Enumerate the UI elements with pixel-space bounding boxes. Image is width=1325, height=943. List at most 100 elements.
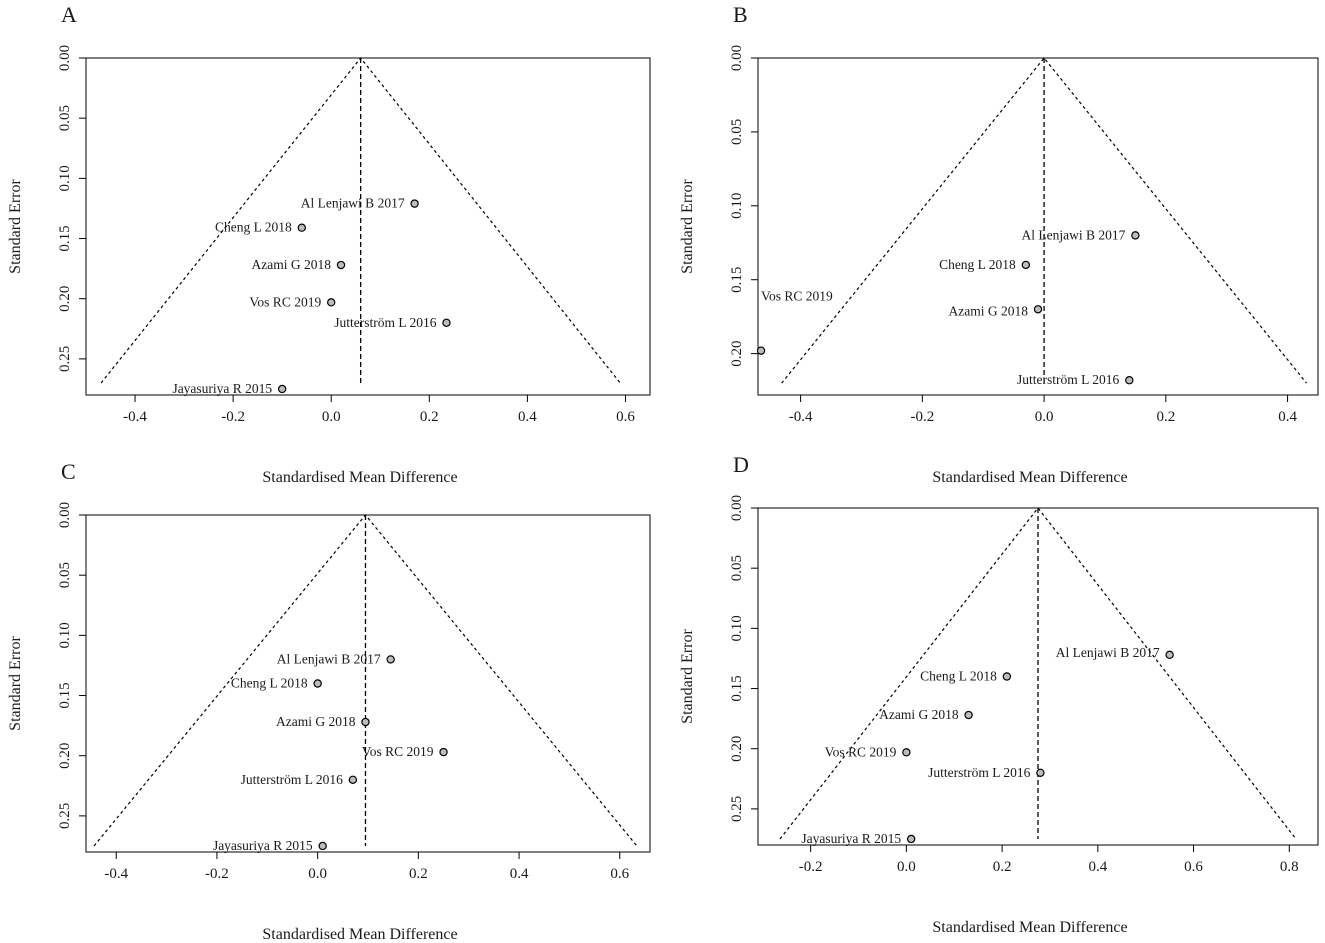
study-point xyxy=(1002,672,1012,681)
x-tick-label: 0.4 xyxy=(510,866,529,882)
x-tick-label: 0.4 xyxy=(518,409,537,425)
x-tick-label: -0.2 xyxy=(799,859,823,875)
study-point xyxy=(964,710,973,720)
x-tick-label: -0.4 xyxy=(123,409,147,425)
study-point xyxy=(1165,650,1174,660)
y-tick-label: 0.00 xyxy=(57,502,73,528)
y-axis-title: Standard Error xyxy=(679,179,696,274)
study-label: Azami G 2018 xyxy=(276,714,356,729)
y-tick-label: 0.15 xyxy=(57,225,73,251)
study-point xyxy=(442,318,451,327)
y-tick-label: 0.15 xyxy=(729,675,745,701)
study-point xyxy=(313,679,322,688)
plot-frame xyxy=(85,57,651,396)
study-point xyxy=(1036,768,1045,777)
x-tick-label: -0.4 xyxy=(104,866,128,882)
study-point xyxy=(386,655,395,664)
x-tick-label: 0.2 xyxy=(993,859,1012,875)
x-tick-label: 0.2 xyxy=(1156,409,1175,425)
x-axis-title: Standardised Mean Difference xyxy=(932,469,1127,486)
study-point xyxy=(348,775,358,784)
study-point xyxy=(439,747,448,757)
panel-d: D -0.2 0.0 0.2 0.4 0.6 0.8 0.00 0.05 0.10 0.15 0.20… xyxy=(679,452,1319,936)
y-tick-label: 0.25 xyxy=(57,803,73,829)
study-label: Cheng L 2018 xyxy=(215,220,292,235)
study-point xyxy=(361,717,370,727)
study-label: Al Lenjawi B 2017 xyxy=(277,651,381,666)
y-tick-label: 0.05 xyxy=(729,119,745,145)
y-tick-label: 0.05 xyxy=(57,562,73,588)
study-label: Al Lenjawi B 2017 xyxy=(1022,227,1126,242)
y-tick-label: 0.20 xyxy=(57,743,73,769)
y-tick-label: 0.10 xyxy=(729,615,745,641)
study-label: Vos RC 2019 xyxy=(825,744,897,759)
study-label: Vos RC 2019 xyxy=(362,744,434,759)
y-tick-label: 0.00 xyxy=(729,495,745,521)
study-point xyxy=(410,199,419,208)
y-tick-label: 0.10 xyxy=(57,622,73,648)
x-tick-label: 0.0 xyxy=(1035,409,1054,425)
panel-c: C -0.4 -0.2 0.0 0.2 0.4 0.6 0.00 0.05 0.10 0.15 0.2… xyxy=(7,459,651,943)
x-tick-label: 0.4 xyxy=(1278,409,1297,425)
study-label: Jutterström L 2016 xyxy=(928,765,1030,780)
study-point xyxy=(756,346,766,355)
study-point xyxy=(1033,305,1043,314)
study-point xyxy=(1125,376,1134,385)
study-label: Al Lenjawi B 2017 xyxy=(301,196,405,211)
study-point xyxy=(336,260,346,270)
study-label: Vos RC 2019 xyxy=(761,289,833,304)
plot-frame xyxy=(757,57,1319,396)
study-label: Jayasuriya R 2015 xyxy=(801,831,901,846)
y-tick-label: 0.00 xyxy=(729,45,745,71)
panel-letter: A xyxy=(61,2,77,27)
y-tick-label: 0.05 xyxy=(729,555,745,581)
x-tick-label: 0.2 xyxy=(409,866,428,882)
x-tick-label: -0.2 xyxy=(221,409,245,425)
study-label: Azami G 2018 xyxy=(949,303,1029,318)
x-tick-label: -0.2 xyxy=(205,866,229,882)
x-tick-label: 0.2 xyxy=(420,409,439,425)
y-tick-label: 0.05 xyxy=(57,105,73,131)
x-tick-label: 0.0 xyxy=(308,866,327,882)
study-label: Azami G 2018 xyxy=(252,257,332,272)
x-tick-label: 0.0 xyxy=(897,859,916,875)
panel-letter: B xyxy=(733,2,748,27)
study-label: Cheng L 2018 xyxy=(920,669,997,684)
x-tick-label: -0.4 xyxy=(789,409,813,425)
study-label: Jayasuriya R 2015 xyxy=(172,381,272,396)
x-tick-label: 0.6 xyxy=(610,866,629,882)
y-axis-title: Standard Error xyxy=(7,636,24,731)
study-point xyxy=(297,223,306,232)
funnel-boundary xyxy=(781,57,1308,384)
x-tick-label: 0.6 xyxy=(1184,859,1203,875)
y-tick-label: 0.25 xyxy=(57,346,73,372)
y-tick-label: 0.00 xyxy=(57,45,73,71)
y-axis-title: Standard Error xyxy=(679,629,696,724)
y-axis-title: Standard Error xyxy=(7,179,24,274)
study-label: Jutterström L 2016 xyxy=(1017,372,1119,387)
panel-letter: D xyxy=(733,452,749,477)
study-point xyxy=(906,834,916,844)
y-tick-label: 0.25 xyxy=(729,796,745,822)
x-axis-title: Standardised Mean Difference xyxy=(262,926,457,943)
study-label: Jutterström L 2016 xyxy=(241,772,343,787)
study-point xyxy=(327,298,336,307)
panel-b: B -0.4 -0.2 0.0 0.2 0.4 0.00 0.05 0.10 0.15 0.20 St… xyxy=(679,2,1319,486)
study-label: Azami G 2018 xyxy=(879,707,959,722)
y-tick-label: 0.20 xyxy=(729,736,745,762)
study-point xyxy=(277,384,287,394)
study-point xyxy=(318,841,327,851)
y-tick-label: 0.10 xyxy=(729,193,745,219)
panel-letter: C xyxy=(61,459,76,484)
study-label: Jayasuriya R 2015 xyxy=(213,838,313,853)
x-axis-title: Standardised Mean Difference xyxy=(262,469,457,486)
x-axis-title: Standardised Mean Difference xyxy=(932,919,1127,936)
y-tick-label: 0.10 xyxy=(57,165,73,191)
study-point xyxy=(902,748,911,757)
study-label: Jutterström L 2016 xyxy=(334,315,436,330)
study-label: Al Lenjawi B 2017 xyxy=(1056,645,1160,660)
study-point xyxy=(1021,260,1031,270)
study-label: Vos RC 2019 xyxy=(249,294,321,309)
study-label: Cheng L 2018 xyxy=(231,676,308,691)
